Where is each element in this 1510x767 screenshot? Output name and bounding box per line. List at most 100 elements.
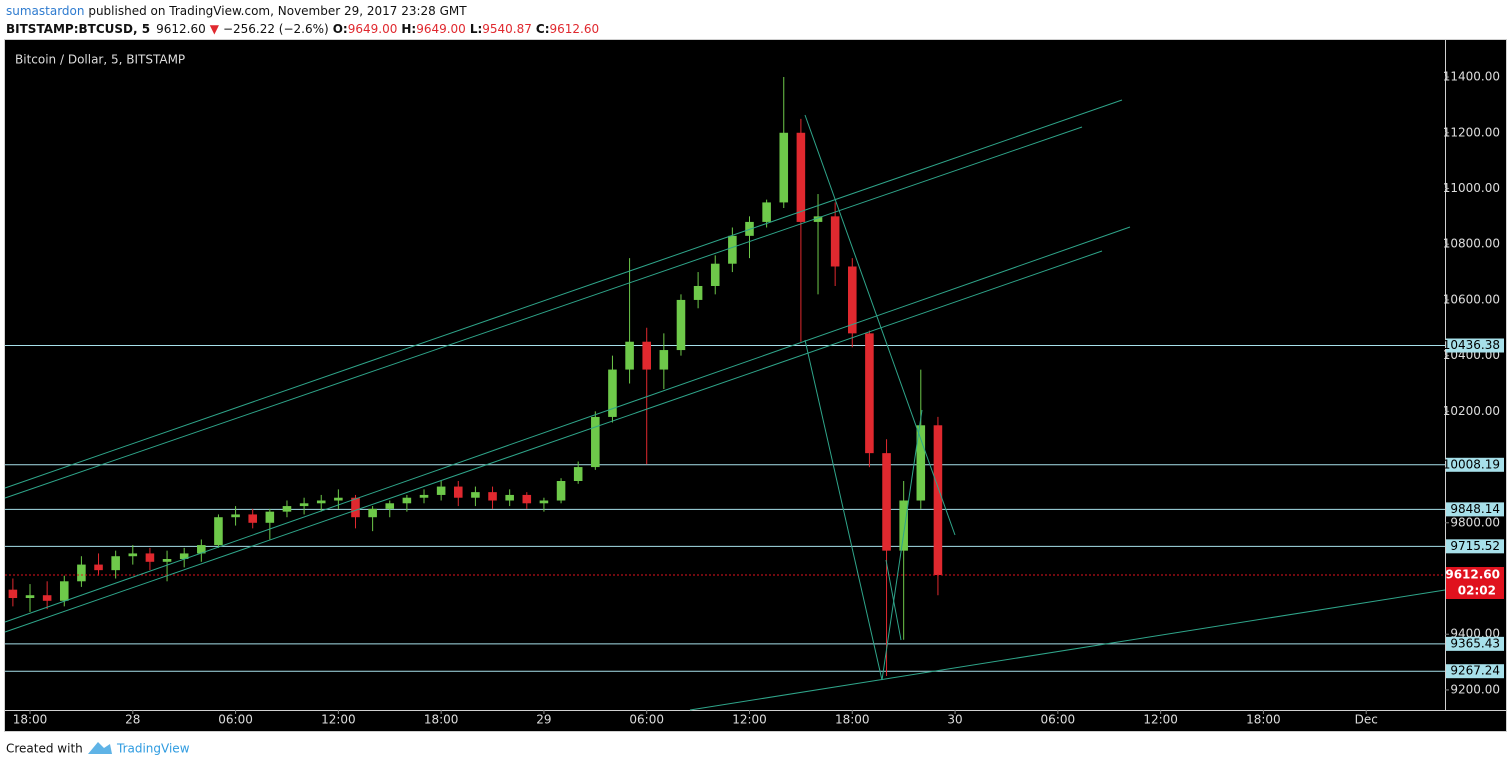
time-axis (5, 711, 1506, 731)
trendline (689, 589, 1446, 711)
level-label: 9715.52 (1450, 539, 1500, 553)
countdown: 02:02 (1458, 583, 1496, 597)
author[interactable]: sumastardon (6, 4, 85, 18)
down-arrow: ▼ (210, 22, 220, 36)
ohlc-key: H: (401, 22, 416, 36)
y-tick-label: 11400.00 (1443, 70, 1500, 84)
trendlines (4, 99, 1446, 711)
x-tick-label: 18:00 (13, 713, 48, 727)
candle-body (882, 453, 891, 551)
x-tick-label: 12:00 (321, 713, 356, 727)
y-tick-label: 10200.00 (1443, 404, 1500, 418)
trendline (885, 559, 902, 641)
candle-body (676, 299, 686, 351)
plot-area (5, 40, 1445, 710)
level-label: 9848.14 (1450, 502, 1500, 516)
candle-body (162, 559, 172, 562)
footer-brand[interactable]: TradingView (116, 742, 190, 756)
candle-body (351, 497, 360, 518)
candle-body (368, 508, 377, 518)
candle-body (796, 132, 806, 222)
y-tick-label: 9200.00 (1450, 682, 1500, 696)
candle-body (231, 514, 240, 518)
x-tick-label: 12:00 (1143, 713, 1178, 727)
ohlc-val: 9612.60 (550, 22, 600, 36)
y-tick-label: 11000.00 (1443, 181, 1500, 195)
ohlc-val: 9540.87 (482, 22, 532, 36)
x-tick-label: 06:00 (1041, 713, 1076, 727)
candle-body (830, 216, 840, 267)
candle-body (488, 492, 497, 501)
candle-body (505, 494, 514, 501)
candle-body (299, 503, 309, 507)
candle-body (128, 553, 138, 557)
x-tick-label: 18:00 (424, 713, 459, 727)
quote-line: BITSTAMP:BTCUSD, 5 9612.60 ▼ −256.22 (−2.6%… (6, 22, 599, 36)
candle-body (77, 564, 86, 582)
candle-body (573, 467, 583, 482)
level-tag (1446, 502, 1504, 517)
trendline (4, 226, 1131, 623)
trendline (804, 114, 956, 536)
ohlc-val: 9649.00 (416, 22, 466, 36)
x-tick-label: 06:00 (218, 713, 253, 727)
candle-body (59, 581, 69, 601)
trendline (4, 99, 1123, 489)
candle-body (625, 341, 634, 370)
candle-body (282, 506, 292, 512)
candle-body (316, 500, 326, 504)
y-tick-label: 10600.00 (1443, 292, 1500, 306)
trendline (4, 250, 1103, 633)
x-tick-label: 30 (947, 713, 962, 727)
candle-body (197, 545, 206, 554)
level-label: 10008.19 (1443, 457, 1500, 471)
candle-body (436, 486, 446, 495)
x-tick-label: 06:00 (629, 713, 664, 727)
symbol: BITSTAMP:BTCUSD, 5 (6, 22, 150, 36)
published: published on TradingView.com, November 2… (88, 4, 467, 18)
level-label: 9365.43 (1450, 636, 1500, 650)
trendline (881, 409, 923, 681)
last-price-tag (1446, 566, 1504, 599)
trendline (4, 126, 1083, 499)
x-tick-label: 28 (125, 713, 140, 727)
candle-body (42, 595, 52, 601)
candle-body (94, 564, 103, 571)
candle-body (847, 266, 857, 334)
x-tick-label: Dec (1355, 713, 1378, 727)
level-tag (1446, 664, 1504, 679)
candle-body (813, 216, 823, 222)
candle-body (214, 517, 223, 546)
candle-body (265, 511, 275, 523)
candle-body (642, 341, 651, 370)
candle-body (453, 486, 463, 498)
candle-body (419, 494, 429, 498)
candle-body (693, 285, 703, 300)
y-tick-label: 9800.00 (1450, 515, 1500, 529)
candle-body (916, 425, 926, 501)
candle-body (608, 369, 617, 417)
candle-body (334, 497, 343, 501)
level-label: 9267.24 (1450, 664, 1500, 678)
ohlc-key: O: (333, 22, 348, 36)
price: 9612.60 (156, 22, 206, 36)
candle-body (25, 595, 35, 599)
trendline (804, 339, 883, 681)
candle-body (471, 492, 480, 498)
change: −256.22 (−2.6%) (223, 22, 329, 36)
level-tag (1446, 338, 1504, 353)
candle-body (728, 235, 737, 264)
candle-body (556, 481, 566, 501)
candle-body (522, 494, 532, 504)
price-axis (1446, 40, 1506, 710)
candle-body (899, 500, 908, 551)
candle-body (539, 500, 549, 504)
level-tag (1446, 457, 1504, 472)
candle-body (248, 514, 257, 523)
candle-body (145, 553, 155, 562)
candle-body (865, 333, 874, 454)
marks: 9200.009400.009800.0010200.0010400.00106… (5, 70, 1504, 727)
candle-body (762, 202, 771, 222)
